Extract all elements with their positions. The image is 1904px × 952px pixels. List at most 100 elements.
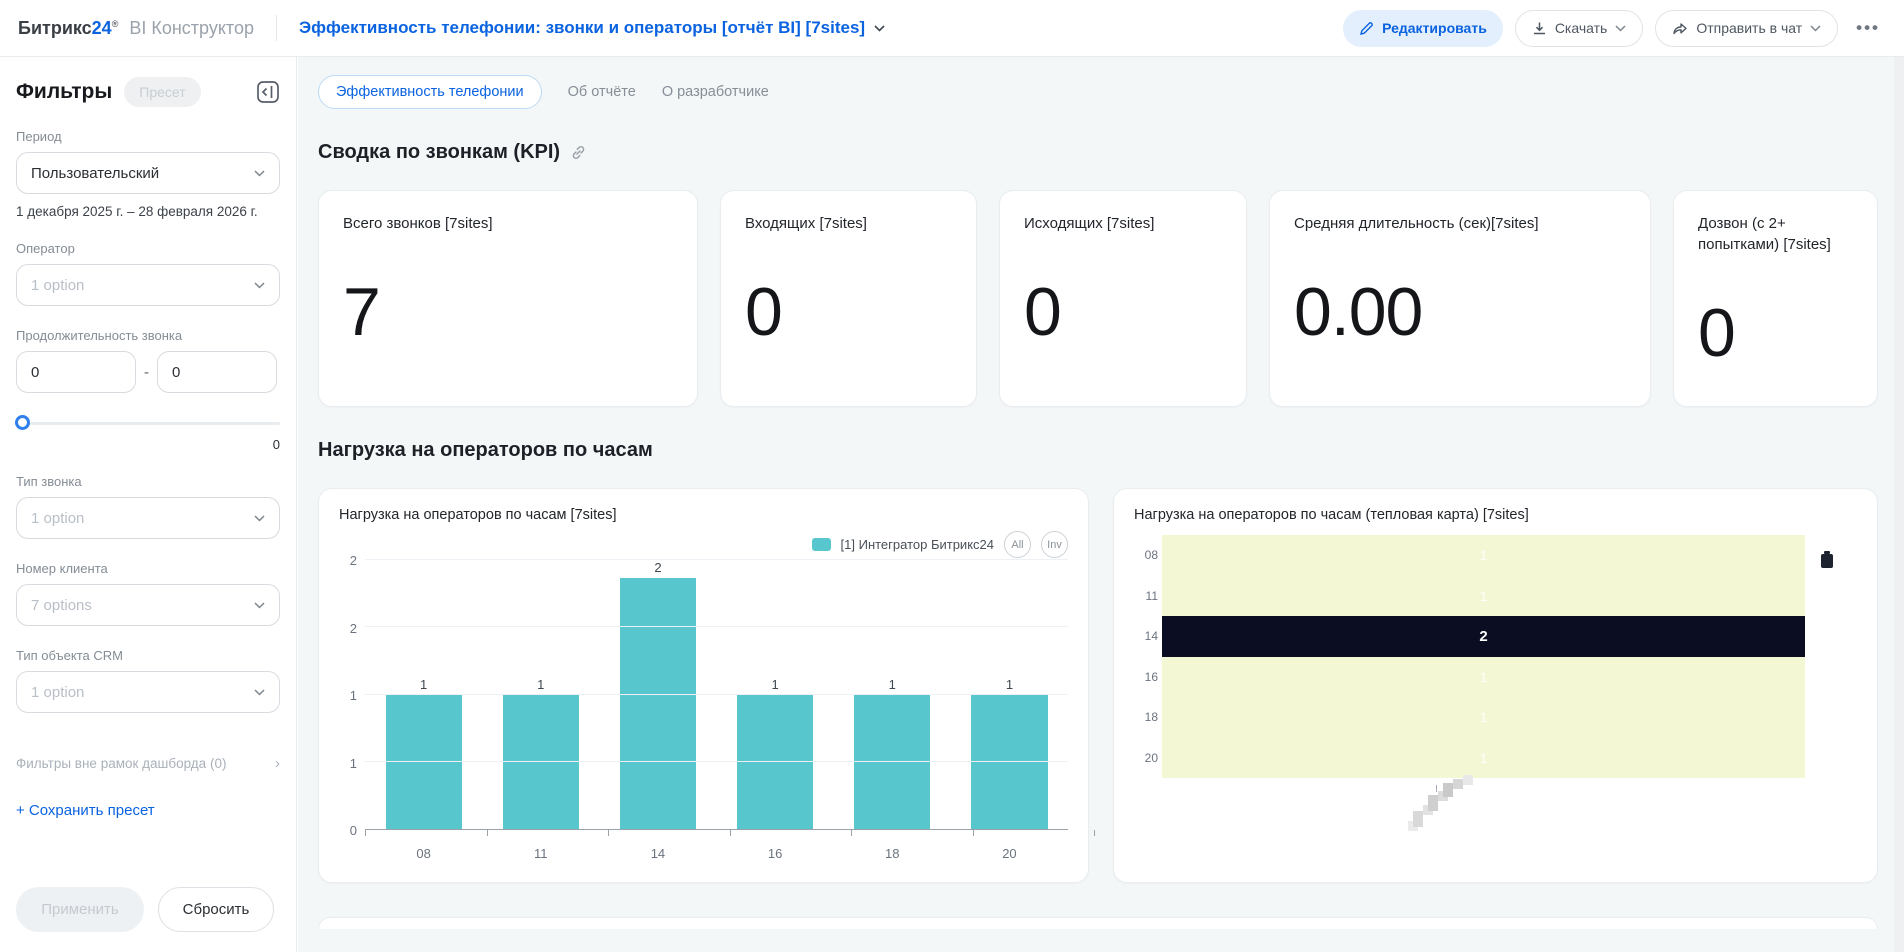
slider-handle[interactable] (15, 415, 30, 430)
duration-to-input[interactable] (157, 351, 277, 393)
legend-all-button[interactable]: All (1004, 531, 1031, 558)
crm-object-type-select-placeholder: 1 option (31, 683, 85, 701)
bar-column[interactable]: 1 (482, 560, 599, 829)
edit-button[interactable]: Редактировать (1343, 9, 1503, 47)
heatmap-row[interactable]: 11 1 (1146, 575, 1805, 616)
filters-title: Фильтры (16, 80, 113, 103)
preset-button[interactable]: Пресет (124, 77, 201, 107)
slider-value: 0 (272, 437, 280, 452)
heatmap-cell-value: 1 (1479, 587, 1488, 604)
legend-swatch (811, 538, 831, 551)
chart-toolbox-icon[interactable] (1821, 551, 1833, 568)
heatmap-row[interactable]: 08 1 (1145, 535, 1805, 576)
x-axis-tick-label: 18 (885, 846, 900, 861)
collapse-sidebar-button[interactable] (256, 80, 280, 104)
x-axis-tick-label: 14 (650, 846, 666, 861)
bar[interactable] (737, 694, 814, 829)
slider-track[interactable] (16, 422, 280, 425)
bar-chart-legend: [1] Интегратор Битрикс24 All Inv (339, 531, 1068, 558)
legend-inverse-button[interactable]: Inv (1041, 531, 1068, 558)
heatmap-row-label: 14 (1144, 629, 1158, 644)
y-axis-tick-label: 1 (349, 755, 357, 771)
call-duration-label: Продолжительность звонка (16, 328, 183, 343)
crm-object-type-label: Тип объекта CRM (16, 648, 123, 663)
legend-series-label[interactable]: [1] Интегратор Битрикс24 (840, 537, 994, 552)
send-to-chat-button-label: Отправить в чат (1696, 20, 1803, 36)
bar-chart-x-axis: 08 11 14 16 18 20 (365, 837, 1068, 861)
render-artifact (1394, 775, 1554, 879)
crm-object-type-select[interactable]: 1 option (16, 671, 280, 713)
external-filters-row[interactable]: Фильтры вне рамок дашборда (0) › (16, 755, 280, 772)
download-button-label: Скачать (1554, 20, 1608, 36)
period-select[interactable]: Пользовательский (16, 152, 280, 194)
x-axis-tick-label: 16 (767, 846, 783, 861)
heatmap-cell-value: 1 (1479, 668, 1488, 685)
hourly-load-section-heading: Нагрузка на операторов по часам (318, 439, 653, 461)
bar[interactable] (619, 578, 696, 829)
reset-button[interactable]: Сбросить (158, 887, 274, 932)
operator-select-placeholder: 1 option (31, 276, 85, 294)
heatmap-row[interactable]: 18 1 (1145, 697, 1805, 738)
tab-telephony-effectiveness[interactable]: Эффективность телефонии (318, 75, 542, 109)
heatmap-row[interactable]: 16 1 (1145, 656, 1805, 697)
tab-about-report[interactable]: Об отчёте (567, 84, 636, 100)
report-title-dropdown[interactable]: Эффективность телефонии: звонки и операт… (299, 18, 885, 38)
tab-about-developer[interactable]: О разработчике (661, 84, 769, 100)
gridline (365, 626, 1068, 628)
duration-slider[interactable] (15, 415, 280, 431)
vertical-scrollbar[interactable] (1894, 57, 1904, 952)
gridline (365, 559, 1068, 560)
bar[interactable] (502, 694, 579, 829)
bar[interactable] (971, 694, 1048, 829)
report-tabs: Эффективность телефонии Об отчёте О разр… (318, 75, 1878, 109)
bar-chart-title: Нагрузка на операторов по часам [7sites] (339, 507, 617, 523)
heatmap-row[interactable]: 20 1 (1145, 737, 1805, 778)
gridline (365, 693, 1068, 695)
bar[interactable] (854, 694, 931, 829)
bar-column[interactable]: 1 (951, 560, 1068, 829)
x-axis-tick-label: 20 (1002, 846, 1017, 861)
download-button[interactable]: Скачать (1514, 9, 1644, 47)
dashboard-main: Эффективность телефонии Об отчёте О разр… (298, 57, 1904, 952)
download-icon (1533, 22, 1545, 34)
heatmap-row-label: 18 (1144, 710, 1158, 725)
send-to-chat-button[interactable]: Отправить в чат (1655, 9, 1839, 47)
x-axis-tick-label: 11 (534, 846, 548, 861)
bar-column[interactable]: 2 (599, 560, 716, 829)
chevron-down-icon (254, 281, 265, 289)
heatmap-card: Нагрузка на операторов по часам (теплова… (1113, 488, 1878, 883)
logo-reg-mark: ® (111, 18, 119, 29)
kpi-card-incoming: Входящих [7sites] 0 (720, 190, 977, 407)
heatmap-cell-value: 1 (1479, 547, 1488, 564)
anchor-link-icon[interactable] (570, 144, 587, 161)
bar-value-label: 1 (537, 676, 545, 692)
period-label: Период (16, 129, 62, 144)
duration-from-input[interactable] (16, 351, 136, 393)
bar[interactable] (385, 694, 462, 829)
report-title: Эффективность телефонии: звонки и операт… (299, 18, 866, 37)
operator-select[interactable]: 1 option (16, 264, 280, 306)
bar-column[interactable]: 1 (717, 560, 834, 829)
call-type-select[interactable]: 1 option (16, 497, 280, 539)
period-date-range: 1 декабря 2025 г. – 28 февраля 2026 г. (16, 204, 258, 219)
edit-button-label: Редактировать (1382, 20, 1487, 36)
apply-button[interactable]: Применить (16, 887, 144, 932)
kpi-card-title: Входящих [7sites] (745, 215, 867, 232)
kpi-card-value: 0 (1024, 274, 1062, 350)
kpi-card-value: 0 (745, 274, 783, 350)
save-preset-link[interactable]: + Сохранить пресет (16, 802, 155, 819)
more-actions-button[interactable]: ••• (1856, 18, 1880, 37)
bar-chart-plot: 1 1 2 1 1 1 (365, 559, 1068, 830)
bar-column[interactable]: 1 (365, 560, 482, 829)
chevron-down-icon (254, 601, 265, 609)
bar-column[interactable]: 1 (834, 560, 951, 829)
x-axis-tick-label: 08 (416, 846, 431, 861)
share-arrow-icon (1673, 22, 1688, 34)
logo-suffix: BI Конструктор (129, 17, 254, 38)
bar-value-label: 1 (771, 676, 779, 692)
chevron-down-icon (874, 24, 885, 32)
heatmap-row-label: 11 (1145, 588, 1158, 603)
heatmap-row[interactable]: 14 2 (1145, 616, 1805, 657)
chevron-down-icon (254, 169, 265, 177)
client-number-select[interactable]: 7 options (16, 584, 280, 626)
